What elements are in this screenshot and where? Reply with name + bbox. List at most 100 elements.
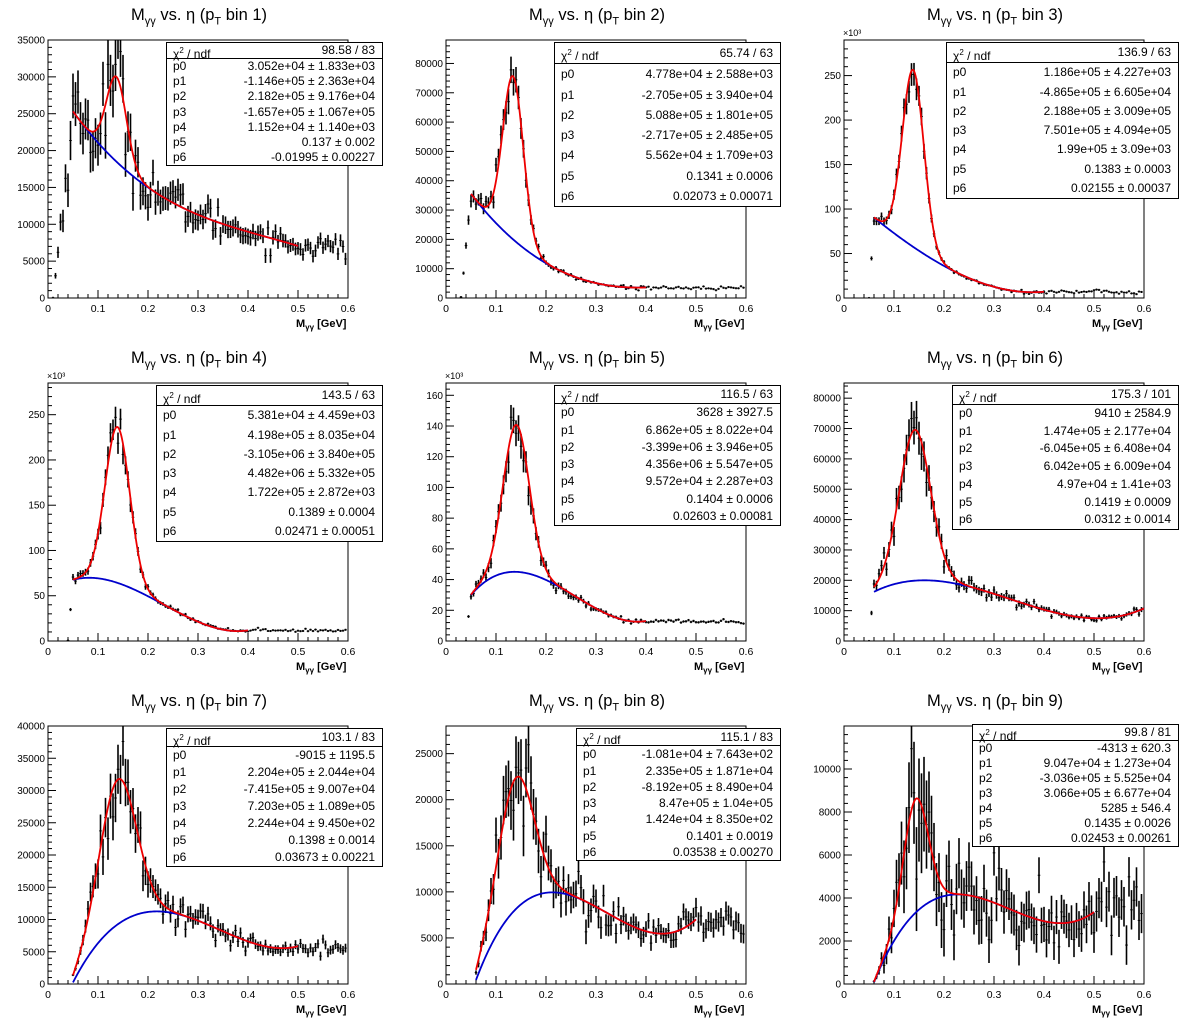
stats-row-param: p6 0.02155 ± 0.00037 xyxy=(947,179,1178,198)
param-value: 1.474e+05 ± 2.177e+04 xyxy=(1043,423,1171,438)
y-tick-label: 80000 xyxy=(813,394,841,405)
chart-panel-7: 0 0.1 0.2 0.3 0.4 0.5 0.6 0 5000 10000 15000 20000 2… xyxy=(0,686,398,1029)
chart-panel-8: 0 0.1 0.2 0.3 0.4 0.5 0.6 0 5000 10000 15000 20000 2… xyxy=(398,686,796,1029)
x-axis-label-part: γγ xyxy=(703,1009,713,1019)
stats-row-param: p5 0.1435 ± 0.0026 xyxy=(973,816,1178,831)
stats-row-param: p4 4.97e+04 ± 1.41e+03 xyxy=(953,476,1178,494)
chart-title: Mγγ vs. η (pT bin 8) xyxy=(398,692,796,713)
x-axis-label-part: γγ xyxy=(305,1009,315,1019)
param-name: p5 xyxy=(979,816,993,830)
plot-area: 0 0.1 0.2 0.3 0.4 0.5 0.6 0 5000 10000 15000 20000 2… xyxy=(415,725,753,1001)
stats-row-chi2: χ2 / ndf 136.9 / 63 xyxy=(947,43,1178,64)
chart-title-part: vs. η (p xyxy=(553,349,613,367)
x-tick-label: 0.5 xyxy=(291,303,306,315)
stats-row-chi2: χ2 / ndf 175.3 / 101 xyxy=(953,386,1178,405)
x-tick-label: 0.6 xyxy=(1137,303,1152,315)
stats-row-param: p4 1.152e+04 ± 1.140e+03 xyxy=(167,120,382,135)
param-value: 2.204e+05 ± 2.044e+04 xyxy=(247,765,375,779)
param-name: p4 xyxy=(163,485,177,500)
y-tick-label: 15000 xyxy=(415,841,443,852)
param-name: p4 xyxy=(561,474,575,489)
stats-row-param: p1 -4.865e+05 ± 6.605e+04 xyxy=(947,83,1178,102)
param-value: 0.02453 ± 0.00261 xyxy=(1070,831,1171,845)
param-value: 0.02471 ± 0.00051 xyxy=(274,523,375,538)
x-tick-label: 0.1 xyxy=(489,646,504,658)
stats-row-param: p1 2.335e+05 ± 1.871e+04 xyxy=(577,763,780,779)
x-tick-label: 0.5 xyxy=(291,646,306,658)
x-axis-label-part: M xyxy=(694,661,704,673)
x-axis-label-part: γγ xyxy=(305,666,315,676)
stats-row-param: p2 2.182e+05 ± 9.176e+04 xyxy=(167,89,382,104)
param-value: -3.399e+06 ± 3.946e+05 xyxy=(641,439,773,454)
fit-stats-box: χ2 / ndf 65.74 / 63 p0 4.778e+04 ± 2.588e+0… xyxy=(554,42,781,207)
x-axis-label: Mγγ [GeV] xyxy=(694,1004,744,1018)
y-tick-label: 0 xyxy=(437,637,443,648)
stats-row-param: p4 1.722e+05 ± 2.872e+03 xyxy=(157,483,382,502)
chart-title-part: vs. η (p xyxy=(553,6,613,24)
chart-title-part: vs. η (p xyxy=(155,349,215,367)
param-name: p1 xyxy=(583,763,597,778)
param-name: p6 xyxy=(561,508,575,523)
chart-title-part: T xyxy=(612,15,620,28)
plot-area: 0 0.1 0.2 0.3 0.4 0.5 0.6 0 20 40 60 80 100 120 140 160 xyxy=(426,382,753,658)
fit-stats-box: χ2 / ndf 99.8 / 81 p0 -4313 ± 620.3 p1 9.047e… xyxy=(972,724,1179,847)
x-axis-label-part: γγ xyxy=(1101,666,1111,676)
x-tick-label: 0.5 xyxy=(689,303,704,315)
param-name: p0 xyxy=(163,408,177,423)
plot-area: 0 0.1 0.2 0.3 0.4 0.5 0.6 0 2000 4000 6000 8000 1000… xyxy=(813,725,1151,1001)
ndf-label: / ndf xyxy=(571,49,599,63)
param-name: p3 xyxy=(561,457,575,471)
param-value: 1.186e+05 ± 4.227e+03 xyxy=(1043,65,1171,80)
chart-title-part: γγ xyxy=(542,358,554,371)
chart-title-part: T xyxy=(1010,358,1018,371)
chart-title: Mγγ vs. η (pT bin 4) xyxy=(0,349,398,370)
param-value: 1.152e+04 ± 1.140e+03 xyxy=(247,119,375,134)
stats-row-param: p1 -1.146e+05 ± 2.363e+04 xyxy=(167,74,382,89)
x-tick-label: 0.4 xyxy=(639,646,654,658)
x-tick-label: 0.4 xyxy=(1037,303,1052,315)
y-tick-label: 100 xyxy=(824,205,841,216)
y-tick-label: 40 xyxy=(432,575,444,586)
ndf-label: / ndf xyxy=(173,392,201,406)
stats-chi2-value: 143.5 / 63 xyxy=(321,388,375,402)
background-fit-curve xyxy=(470,570,647,623)
x-tick-label: 0 xyxy=(45,646,51,658)
stats-row-param: p1 6.862e+05 ± 8.022e+04 xyxy=(555,422,780,439)
y-tick-label: 10000 xyxy=(17,915,45,926)
chart-title-part: M xyxy=(926,6,941,24)
param-name: p1 xyxy=(561,87,575,102)
x-tick-label: 0.5 xyxy=(689,989,704,1001)
y-tick-label: 250 xyxy=(28,410,45,421)
stats-row-param: p0 -1.081e+04 ± 7.643e+02 xyxy=(577,746,780,762)
x-tick-label: 0.1 xyxy=(887,646,902,658)
stats-row-chi2: χ2 / ndf 143.5 / 63 xyxy=(157,386,382,409)
param-value: 1.722e+05 ± 2.872e+03 xyxy=(247,485,375,500)
y-tick-label: 80 xyxy=(432,514,444,525)
chi2-superscript: 2 xyxy=(589,732,594,741)
chi2-superscript: 2 xyxy=(179,733,184,742)
stats-chi2-label: χ2 / ndf xyxy=(163,386,200,409)
param-value: -2.705e+05 ± 3.940e+04 xyxy=(641,87,773,102)
x-tick-label: 0.3 xyxy=(987,303,1002,315)
stats-row-param: p5 0.1398 ± 0.0014 xyxy=(167,832,382,849)
param-value: 4.198e+05 ± 8.035e+04 xyxy=(247,427,375,442)
plot-area: 0 0.1 0.2 0.3 0.4 0.5 0.6 0 5000 10000 15000 20000 2… xyxy=(17,722,355,1002)
y-tick-label: 15000 xyxy=(17,883,45,894)
param-name: p5 xyxy=(561,168,575,183)
x-tick-label: 0.1 xyxy=(489,303,504,315)
param-value: 5.381e+04 ± 4.459e+03 xyxy=(247,408,375,423)
x-axis-label: Mγγ [GeV] xyxy=(1092,1004,1142,1018)
chart-title-part: T xyxy=(214,701,222,714)
x-tick-label: 0.1 xyxy=(489,989,504,1001)
chi2-symbol: χ xyxy=(561,49,568,63)
chart-title-part: bin 4) xyxy=(221,349,268,367)
stats-row-chi2: χ2 / ndf 116.5 / 63 xyxy=(555,386,780,405)
chart-title-part: M xyxy=(528,349,543,367)
x-tick-label: 0.4 xyxy=(241,303,256,315)
y-tick-label: 60000 xyxy=(415,118,443,129)
total-fit-curve xyxy=(873,68,1045,294)
param-name: p3 xyxy=(959,459,973,473)
stats-row-param: p4 2.244e+04 ± 9.450e+02 xyxy=(167,815,382,832)
stats-chi2-value: 136.9 / 63 xyxy=(1117,45,1171,59)
param-name: p2 xyxy=(953,103,967,118)
